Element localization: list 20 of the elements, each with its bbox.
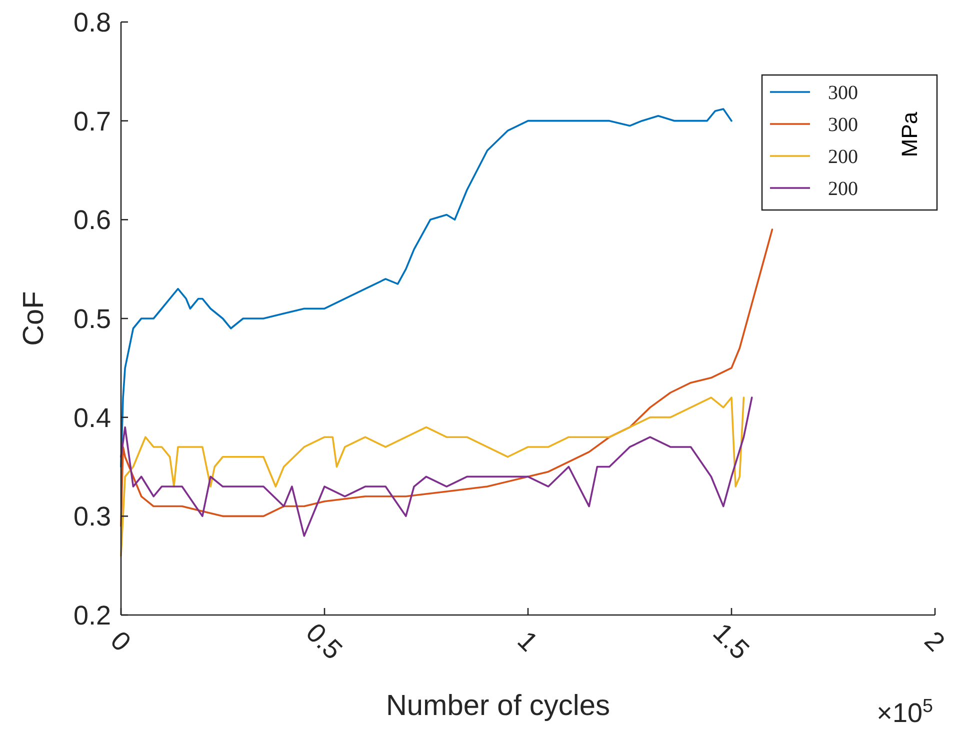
y-tick-label: 0.4	[73, 402, 111, 433]
y-tick-label: 0.8	[73, 7, 111, 38]
x-tick-label: 1	[512, 625, 544, 658]
y-axis-title: CoF	[18, 291, 50, 346]
x-tick-label: 2	[918, 625, 951, 658]
line-series	[120, 108, 732, 468]
line-series	[120, 228, 774, 527]
x-tick-label: 0.5	[300, 617, 348, 666]
legend-label: 300	[828, 82, 858, 104]
annotation: MPa	[897, 111, 922, 158]
y-tick-label: 0.7	[73, 106, 111, 136]
y-tick-label: 0.6	[73, 205, 111, 236]
y-tick-label: 0.3	[73, 502, 111, 532]
text: ×10$^{5}$	[876, 696, 933, 728]
legend-label: 200	[828, 178, 858, 200]
legend-label: 200	[828, 146, 858, 168]
y-tick-label: 0.5	[73, 304, 111, 334]
x-axis-title: Number of cycles	[386, 690, 610, 722]
legend-label: 300	[828, 114, 858, 136]
x-tick-label: 1.5	[707, 617, 756, 666]
